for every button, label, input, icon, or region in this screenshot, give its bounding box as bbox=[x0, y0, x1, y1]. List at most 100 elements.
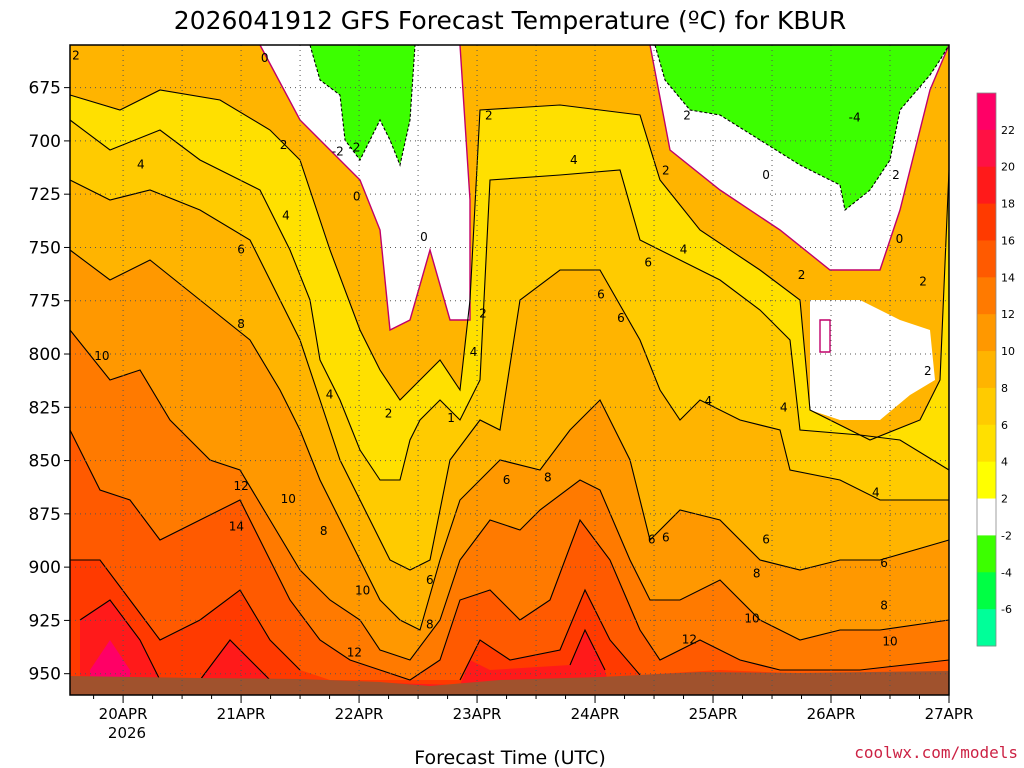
contour-label: 2 bbox=[485, 108, 493, 122]
contour-label: 2 bbox=[924, 364, 932, 378]
colorbar-label: 4 bbox=[1001, 456, 1008, 469]
contour-line-m2 bbox=[309, 44, 950, 211]
colorbar-swatch bbox=[977, 129, 996, 168]
contour-label: 10 bbox=[355, 584, 370, 598]
x-axis-sublabel: 2026 bbox=[108, 724, 146, 742]
colorbar-swatch bbox=[977, 93, 996, 131]
contour-label: 1 bbox=[447, 411, 455, 425]
x-tick-label: 25APR bbox=[689, 705, 738, 723]
colorbar-label: 6 bbox=[1001, 419, 1008, 432]
contour-label: 6 bbox=[503, 473, 511, 487]
x-axis-label: Forecast Time (UTC) bbox=[414, 747, 605, 768]
contour-label: 12 bbox=[682, 633, 697, 647]
contour-label: 8 bbox=[544, 471, 552, 485]
contour-label: 0 bbox=[896, 232, 904, 246]
band-white-0 bbox=[260, 45, 470, 330]
colorbar-swatch bbox=[977, 166, 996, 205]
contour-label: 8 bbox=[880, 598, 888, 612]
band-orange-12 bbox=[70, 430, 949, 695]
contour-label: 8 bbox=[237, 317, 245, 331]
contour-label: 10 bbox=[281, 492, 296, 506]
chart-title: 2026041912 GFS Forecast Temperature (ºC)… bbox=[174, 6, 846, 35]
x-axis-time: 20APR 21APR 22APR 23APR 24APR 25APR 26APR 27APR bbox=[93, 695, 974, 723]
colorbar-legend: 22 20 18 16 14 12 10 8 6 4 2 -2 -4 -6 bbox=[976, 92, 1015, 647]
colorbar-swatch bbox=[977, 461, 996, 500]
contour-label: 2 bbox=[385, 407, 393, 421]
contour-label: 2 bbox=[798, 268, 806, 282]
band-white-low bbox=[810, 300, 935, 420]
contour-label: 8 bbox=[753, 567, 761, 581]
contour-label: 0 bbox=[353, 189, 361, 203]
band-green-b bbox=[655, 45, 949, 210]
contour-label: 2 bbox=[683, 108, 691, 122]
credit-text: coolwx.com/models bbox=[854, 743, 1018, 762]
x-tick-label: 27APR bbox=[925, 705, 974, 723]
contour-line-8 bbox=[69, 249, 950, 631]
colorbar-swatch bbox=[977, 203, 996, 241]
colorbar-label: -6 bbox=[1001, 603, 1012, 616]
contour-label: -2 bbox=[348, 140, 360, 154]
y-axis-pressure: 675 700 725 750 775 800 825 850 875 900 925 950 bbox=[29, 79, 70, 685]
contour-label: 6 bbox=[617, 311, 625, 325]
colorbar-label: 2 bbox=[1001, 493, 1008, 506]
contour-label: 4 bbox=[282, 208, 290, 222]
colorbar-swatch bbox=[977, 424, 996, 463]
y-tick-label: 925 bbox=[29, 611, 61, 631]
colorbar-swatch bbox=[977, 387, 996, 426]
contour-label: 2 bbox=[72, 49, 80, 63]
contour-label: 6 bbox=[237, 243, 245, 257]
contour-line-4 bbox=[69, 119, 950, 481]
band-green-a bbox=[310, 45, 415, 165]
contour-label: 4 bbox=[570, 153, 578, 167]
temperature-bands bbox=[70, 45, 949, 695]
contour-label: 12 bbox=[347, 645, 362, 659]
y-tick-label: 775 bbox=[29, 292, 61, 312]
colorbar-label: 16 bbox=[1001, 234, 1015, 247]
contour-line-0-c bbox=[819, 319, 831, 353]
contour-label: 10 bbox=[882, 635, 897, 649]
contour-label: 10 bbox=[744, 611, 759, 625]
colorbar-label: 14 bbox=[1001, 271, 1015, 284]
contour-label: 6 bbox=[426, 573, 434, 587]
contour-label: 6 bbox=[662, 530, 670, 544]
contour-label: 4 bbox=[326, 388, 334, 402]
contour-label: 4 bbox=[780, 400, 788, 414]
contour-line-0-b bbox=[649, 44, 950, 271]
contour-label: 4 bbox=[470, 345, 478, 359]
contour-label: 0 bbox=[261, 51, 269, 65]
y-tick-label: 950 bbox=[29, 665, 61, 685]
contour-label: 2 bbox=[919, 275, 927, 289]
contour-label: 2 bbox=[662, 164, 670, 178]
contour-label: 0 bbox=[420, 230, 428, 244]
y-tick-label: 875 bbox=[29, 505, 61, 525]
contour-label: 6 bbox=[762, 532, 770, 546]
colorbar-label: -2 bbox=[1001, 529, 1012, 542]
y-tick-label: 725 bbox=[29, 185, 61, 205]
y-tick-label: 700 bbox=[29, 132, 61, 152]
contour-line-2 bbox=[69, 89, 950, 441]
contour-line-10 bbox=[69, 329, 950, 661]
contour-label: 6 bbox=[644, 255, 652, 269]
y-tick-label: 800 bbox=[29, 345, 61, 365]
y-tick-label: 750 bbox=[29, 238, 61, 258]
colorbar-label: 8 bbox=[1001, 382, 1008, 395]
contour-label: 14 bbox=[229, 520, 244, 534]
x-tick-label: 24APR bbox=[571, 705, 620, 723]
contour-label: -4 bbox=[849, 110, 861, 124]
y-tick-label: 675 bbox=[29, 79, 61, 99]
colorbar-label: -4 bbox=[1001, 566, 1012, 579]
contour-label: 4 bbox=[680, 243, 688, 257]
y-tick-label: 850 bbox=[29, 452, 61, 472]
contour-label: 6 bbox=[880, 556, 888, 570]
contour-label: 4 bbox=[704, 394, 712, 408]
colorbar-label: 18 bbox=[1001, 198, 1015, 211]
x-tick-label: 26APR bbox=[807, 705, 856, 723]
contour-label: 2 bbox=[892, 168, 900, 182]
band-red-16 bbox=[80, 600, 610, 690]
contour-label: 6 bbox=[648, 532, 656, 546]
colorbar-swatch bbox=[977, 572, 996, 610]
y-tick-label: 900 bbox=[29, 558, 61, 578]
colorbar-swatch bbox=[977, 609, 996, 647]
colorbar-label: 12 bbox=[1001, 308, 1015, 321]
